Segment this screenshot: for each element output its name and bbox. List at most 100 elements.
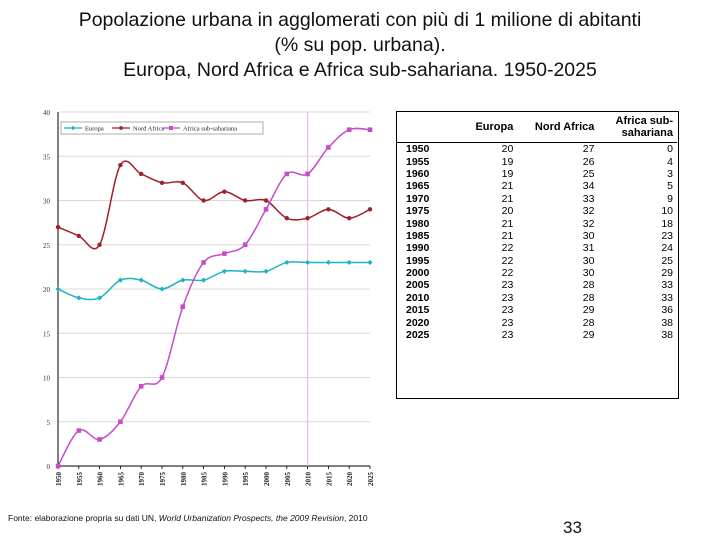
table-cell-europa: 21 xyxy=(501,180,514,193)
table-cell-nord-africa: 33 xyxy=(582,192,595,205)
table-row: 2025 23 29 38 xyxy=(397,329,677,341)
table-cell-year: 2020 xyxy=(406,316,430,329)
table-row: 1995 22 30 25 xyxy=(397,255,677,267)
title-line-3: Europa, Nord Africa e Africa sub-saharia… xyxy=(123,59,597,81)
table-cell-nord-africa: 31 xyxy=(582,242,595,255)
data-point-africa-sub-sahariana xyxy=(326,145,331,150)
table-cell-europa: 21 xyxy=(501,192,514,205)
header-nord-africa: Nord Africa xyxy=(517,112,599,143)
data-point-nord-africa xyxy=(76,233,81,239)
data-point-europa xyxy=(284,259,290,266)
data-point-africa-sub-sahariana xyxy=(118,419,123,425)
y-tick-label: 5 xyxy=(47,419,51,427)
table-cell-nord-africa: 30 xyxy=(582,267,595,280)
slide-title: Popolazione urbana in agglomerati con pi… xyxy=(0,8,720,83)
data-point-nord-africa xyxy=(347,216,352,221)
data-point-africa-sub-sahariana xyxy=(346,127,352,132)
header-ssa-line-2: sahariana xyxy=(621,127,673,139)
x-tick-label: 2020 xyxy=(346,472,354,487)
y-tick-label: 10 xyxy=(43,375,51,383)
table-row: 2000 22 30 29 xyxy=(397,267,677,279)
data-point-nord-africa xyxy=(97,242,102,247)
table-cell-year: 1980 xyxy=(406,217,430,230)
series-line-europa xyxy=(57,261,370,301)
table-cell-ssa: 5 xyxy=(667,180,673,193)
x-tick-label: 1995 xyxy=(242,472,250,487)
y-tick-label: 0 xyxy=(47,463,51,471)
y-tick-label: 15 xyxy=(43,330,51,338)
table-cell-europa: 23 xyxy=(501,304,514,317)
data-point-africa-sub-sahariana xyxy=(305,171,310,177)
y-tick-label: 30 xyxy=(43,198,51,206)
table-cell-year: 1975 xyxy=(406,205,430,218)
data-table: Europa Nord Africa Africa sub- sahariana… xyxy=(397,112,677,341)
x-tick-label: 1985 xyxy=(201,472,209,487)
table-row: 1990 22 31 24 xyxy=(397,242,677,254)
data-point-nord-africa xyxy=(326,207,331,212)
x-tick-label: 1970 xyxy=(138,472,146,487)
legend-label-africa-sub-sahariana: Africa sub-sahariana xyxy=(183,126,237,133)
data-point-nord-africa xyxy=(201,198,206,203)
table-cell-ssa: 36 xyxy=(661,304,673,317)
table-cell-europa: 23 xyxy=(501,329,514,342)
x-tick-label: 2005 xyxy=(284,472,292,487)
table-cell-nord-africa: 32 xyxy=(582,217,595,230)
x-tick-label: 1960 xyxy=(97,472,105,487)
data-point-africa-sub-sahariana xyxy=(97,437,102,442)
table-cell-nord-africa: 26 xyxy=(582,155,595,168)
data-point-africa-sub-sahariana xyxy=(180,304,186,309)
legend-label-europa: Europa xyxy=(85,126,104,133)
legend-label-nord-africa: Nord Africa xyxy=(133,126,164,133)
legend-box xyxy=(60,121,264,135)
y-tick-label: 35 xyxy=(43,153,51,161)
data-point-europa xyxy=(55,286,61,292)
table-cell-ssa: 38 xyxy=(661,329,673,342)
table-cell-nord-africa: 29 xyxy=(582,304,595,317)
table-row: 1965 21 34 5 xyxy=(397,180,677,192)
data-point-europa xyxy=(263,268,269,274)
data-point-africa-sub-sahariana xyxy=(201,260,206,265)
data-point-africa-sub-sahariana xyxy=(242,242,248,248)
table-cell-year: 1995 xyxy=(406,254,430,267)
data-point-africa-sub-sahariana xyxy=(263,207,269,212)
table-cell-nord-africa: 30 xyxy=(582,229,595,242)
table-row: 2020 23 28 38 xyxy=(397,316,677,329)
data-point-africa-sub-sahariana xyxy=(138,384,144,389)
data-point-nord-africa xyxy=(159,180,165,185)
x-tick-label: 2000 xyxy=(263,472,271,487)
table-cell-year: 2015 xyxy=(406,304,430,317)
table-cell-europa: 21 xyxy=(501,217,514,230)
table-cell-year: 1985 xyxy=(406,229,430,242)
table-cell-year: 2010 xyxy=(406,291,430,304)
data-point-nord-africa xyxy=(243,198,248,203)
x-tick-label: 1975 xyxy=(159,472,167,487)
data-point-europa xyxy=(76,295,82,301)
table-row: 2010 23 28 33 xyxy=(397,292,677,304)
data-point-africa-sub-sahariana xyxy=(55,463,61,469)
title-line-1: Popolazione urbana in agglomerati con pi… xyxy=(78,9,642,31)
table-cell-ssa: 29 xyxy=(661,267,673,280)
data-point-nord-africa xyxy=(263,198,269,203)
table-cell-nord-africa: 25 xyxy=(582,167,595,180)
data-point-europa xyxy=(180,277,186,283)
table-cell-ssa: 0 xyxy=(667,143,673,156)
y-tick-label: 25 xyxy=(43,242,51,250)
data-point-africa-sub-sahariana xyxy=(367,127,373,132)
x-tick-label: 1965 xyxy=(117,472,125,487)
table-cell-nord-africa: 28 xyxy=(582,291,595,304)
table-cell-year: 2025 xyxy=(406,329,430,342)
source-suffix: , 2010 xyxy=(343,513,368,523)
page-number: 33 xyxy=(563,518,582,537)
series-line-africa-sub-sahariana xyxy=(57,127,371,467)
table-cell-nord-africa: 28 xyxy=(582,316,595,329)
x-tick-label: 2010 xyxy=(305,472,313,487)
source-prefix: Fonte: elaborazione propria su dati UN, xyxy=(8,513,159,523)
table-cell-europa: 19 xyxy=(501,155,514,168)
data-point-europa xyxy=(305,259,311,266)
title-line-2: (% su pop. urbana). xyxy=(274,34,446,56)
x-tick-label: 2025 xyxy=(367,472,375,487)
data-point-nord-africa xyxy=(139,171,144,177)
table-cell-europa: 23 xyxy=(501,291,514,304)
table-cell-europa: 22 xyxy=(501,267,514,280)
